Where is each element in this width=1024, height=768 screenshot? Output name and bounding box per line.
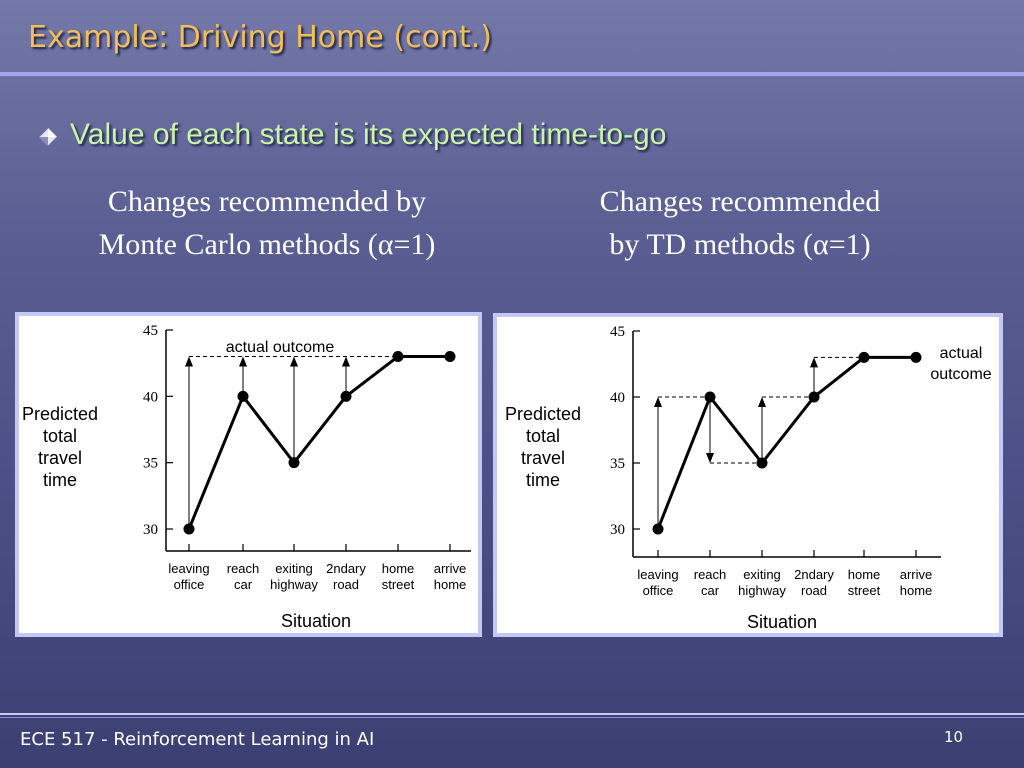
- data-point: [910, 351, 922, 363]
- actual-outcome-label: outcome: [930, 366, 991, 383]
- y-axis-label: travel: [38, 448, 82, 468]
- caption-line: Monte Carlo methods (α=1): [98, 228, 436, 261]
- data-point: [704, 391, 716, 403]
- caption-line: Changes recommended by: [107, 185, 427, 218]
- x-tick-label: home: [382, 561, 415, 576]
- x-axis-label: Situation: [747, 612, 817, 632]
- x-tick-label: reach: [694, 567, 727, 582]
- caption-monte-carlo: Changes recommended by Monte Carlo metho…: [47, 180, 487, 266]
- title-divider: [0, 72, 1024, 77]
- y-axis-label: total: [43, 426, 77, 446]
- x-tick-label: road: [801, 583, 827, 598]
- arrow-head: [810, 357, 818, 368]
- x-tick-label: home: [434, 577, 467, 592]
- y-tick-label: 45: [610, 324, 625, 340]
- caption-line: Changes recommended: [599, 185, 881, 218]
- y-axis-label: Predicted: [22, 404, 98, 424]
- x-tick-label: exiting: [743, 567, 781, 582]
- caption-td: Changes recommended by TD methods (α=1): [520, 180, 960, 266]
- x-tick-label: reach: [227, 561, 260, 576]
- data-point: [288, 457, 300, 469]
- prediction-line: [656, 355, 916, 530]
- data-point: [652, 523, 664, 535]
- td-chart-panel: 30 35 40 45 leaving office reach car exiting high…: [493, 313, 1003, 637]
- x-tick-label: office: [643, 583, 674, 598]
- arrow-head: [290, 356, 298, 367]
- x-tick-label: road: [333, 577, 359, 592]
- x-tick-label: home: [900, 583, 933, 598]
- x-tick-label: highway: [738, 583, 786, 598]
- x-tick-label: highway: [270, 577, 318, 592]
- caption-line: by TD methods (α=1): [609, 228, 871, 261]
- x-tick-label: home: [848, 567, 881, 582]
- page-number: 10: [944, 728, 964, 746]
- y-tick-label: 35: [610, 456, 625, 472]
- x-tick-label: car: [234, 577, 253, 592]
- y-axis-label: travel: [521, 448, 565, 468]
- x-tick-label: 2ndary: [794, 567, 834, 582]
- actual-outcome-label: actual outcome: [226, 339, 335, 356]
- y-axis-label: time: [43, 470, 77, 490]
- slide-title: Example: Driving Home (cont.): [28, 20, 492, 55]
- data-point: [858, 351, 870, 363]
- x-tick-label: office: [174, 577, 205, 592]
- prediction-line: [187, 355, 450, 530]
- data-point: [756, 457, 768, 469]
- x-tick-label: arrive: [434, 561, 467, 576]
- footer-course-title: ECE 517 - Reinforcement Learning in AI: [20, 729, 375, 750]
- y-tick-label: 30: [143, 522, 158, 538]
- data-point: [340, 390, 352, 402]
- arrow-head: [342, 356, 350, 367]
- x-tick-label: leaving: [168, 561, 209, 576]
- y-tick-label: 40: [610, 390, 625, 406]
- y-tick-label: 45: [143, 323, 158, 339]
- y-axis-label: Predicted: [505, 404, 581, 424]
- data-point: [392, 351, 404, 363]
- footer-divider-thin: [0, 717, 1024, 718]
- x-tick-label: arrive: [900, 567, 933, 582]
- arrow-head: [185, 356, 193, 367]
- x-tick-label: street: [382, 577, 415, 592]
- arrow-head: [239, 356, 247, 367]
- bullet-text: Value of each state is its expected time…: [70, 118, 667, 151]
- arrow-head: [706, 453, 714, 463]
- x-tick-label: street: [848, 583, 881, 598]
- arrow-head: [654, 397, 662, 407]
- y-tick-label: 40: [143, 389, 158, 405]
- data-point: [183, 523, 195, 535]
- x-axis-label: Situation: [281, 611, 351, 631]
- diamond-bullet-icon: [38, 127, 58, 147]
- x-tick-label: exiting: [275, 561, 313, 576]
- monte-carlo-chart-panel: 30 35 40 45 leaving office reach car exiting high…: [15, 312, 482, 637]
- y-axis-label: time: [526, 470, 560, 490]
- y-tick-label: 30: [610, 522, 625, 538]
- arrow-head: [758, 397, 766, 407]
- data-point: [808, 391, 820, 403]
- x-tick-label: 2ndary: [326, 561, 366, 576]
- footer-divider: [0, 713, 1024, 715]
- x-tick-label: leaving: [637, 567, 678, 582]
- actual-outcome-label: actual: [940, 345, 983, 362]
- y-axis-label: total: [526, 426, 560, 446]
- x-tick-label: car: [701, 583, 720, 598]
- y-tick-label: 35: [143, 456, 158, 472]
- data-point: [444, 351, 456, 363]
- data-point: [237, 390, 249, 402]
